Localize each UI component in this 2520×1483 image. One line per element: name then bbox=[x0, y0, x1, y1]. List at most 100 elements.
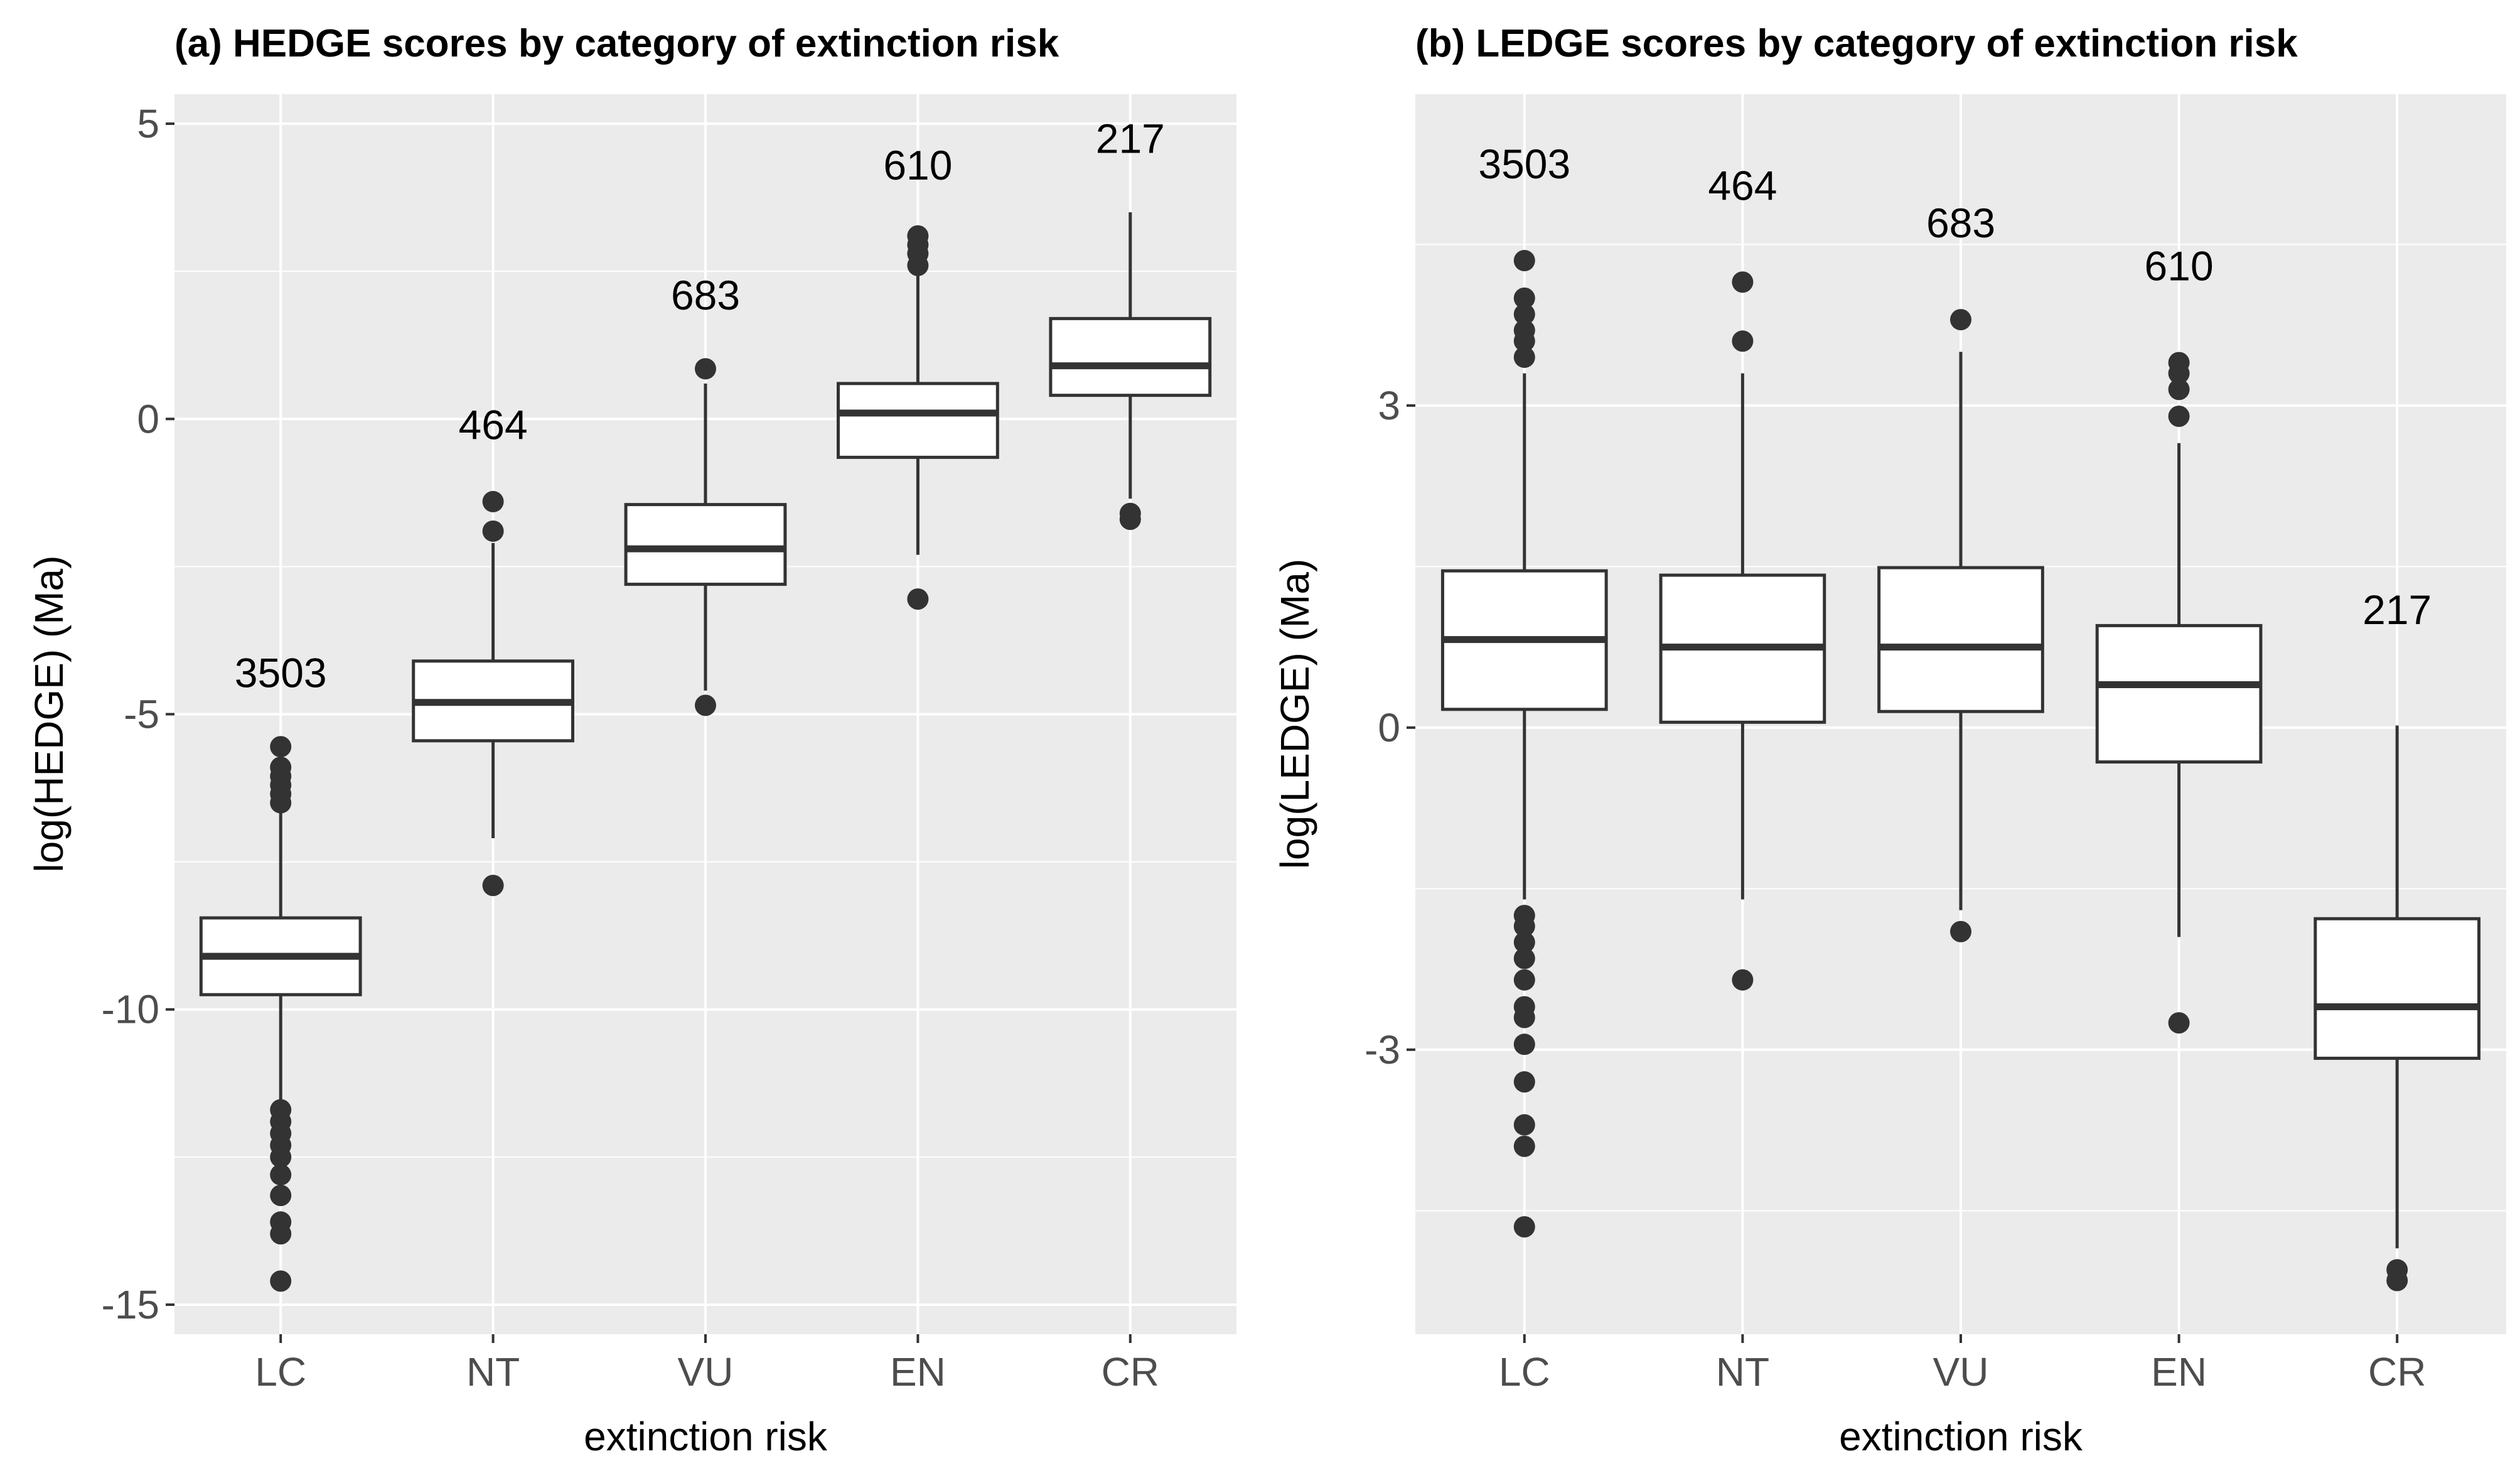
box-lc bbox=[199, 736, 362, 1292]
chart-title: (b) LEDGE scores by category of extincti… bbox=[1415, 22, 2298, 65]
outlier-point bbox=[1513, 1135, 1535, 1157]
outlier-point bbox=[2168, 1012, 2190, 1034]
box-cr bbox=[2314, 725, 2481, 1292]
x-axis-ticks: LC NT VU EN CR bbox=[1499, 1334, 2426, 1394]
count-label: 464 bbox=[1708, 162, 1777, 208]
x-tick-label: VU bbox=[678, 1349, 734, 1394]
x-tick-label: CR bbox=[2368, 1349, 2426, 1394]
count-label: 610 bbox=[883, 142, 952, 188]
interquartile-box bbox=[1877, 566, 2044, 713]
y-tick-label: -3 bbox=[1365, 1027, 1400, 1072]
interquartile-box bbox=[2095, 623, 2263, 764]
count-label: 683 bbox=[1926, 200, 1995, 246]
x-tick-label: EN bbox=[2151, 1349, 2207, 1394]
outlier-point bbox=[270, 1223, 292, 1245]
y-axis-ticks: 3 0 -3 bbox=[1365, 383, 1415, 1072]
outlier-point bbox=[2168, 405, 2190, 427]
y-tick-label: 3 bbox=[1378, 383, 1400, 428]
outlier-point bbox=[482, 875, 504, 897]
x-tick-label: LC bbox=[1499, 1349, 1550, 1394]
outlier-point bbox=[1513, 969, 1535, 991]
box-vu bbox=[624, 358, 787, 716]
x-tick-label: LC bbox=[255, 1349, 306, 1394]
y-tick-label: -5 bbox=[124, 692, 159, 737]
count-label: 464 bbox=[459, 402, 528, 448]
outlier-point bbox=[1950, 309, 1971, 331]
y-tick-label: -15 bbox=[102, 1282, 160, 1327]
interquartile-box bbox=[2314, 917, 2481, 1060]
outlier-point bbox=[1513, 303, 1535, 325]
outlier-point bbox=[270, 1164, 292, 1186]
count-label: 217 bbox=[1096, 116, 1165, 162]
outlier-point bbox=[695, 694, 716, 716]
count-label: 3503 bbox=[1478, 141, 1570, 187]
box-lc bbox=[1440, 250, 1608, 1238]
panel-a-hedge: 3503 464 683 610 217 5 0 -5 -10 -15 LC NT VU EN CR (… bbox=[26, 22, 1236, 1459]
interquartile-box bbox=[624, 503, 787, 586]
outlier-point bbox=[1513, 931, 1535, 953]
outlier-point bbox=[1732, 271, 1754, 293]
outlier-point bbox=[1513, 287, 1535, 309]
count-label: 683 bbox=[671, 272, 740, 318]
boxplots bbox=[1440, 250, 2481, 1292]
outlier-point bbox=[695, 358, 716, 380]
y-tick-label: 0 bbox=[137, 396, 159, 441]
outlier-point bbox=[482, 490, 504, 512]
outlier-point bbox=[907, 225, 929, 247]
outlier-point bbox=[907, 588, 929, 610]
y-tick-label: -10 bbox=[102, 987, 160, 1032]
count-label: 3503 bbox=[235, 650, 327, 696]
x-axis-ticks: LC NT VU EN CR bbox=[255, 1334, 1159, 1394]
interquartile-box bbox=[837, 382, 999, 459]
count-label: 610 bbox=[2145, 243, 2214, 289]
x-axis-label: extinction risk bbox=[584, 1414, 828, 1459]
outlier-point bbox=[270, 1146, 292, 1168]
count-label: 217 bbox=[2362, 586, 2432, 633]
outlier-point bbox=[1513, 1071, 1535, 1093]
outlier-point bbox=[2168, 379, 2190, 401]
box-nt bbox=[412, 490, 575, 897]
boxplots bbox=[199, 212, 1212, 1292]
chart-title: (a) HEDGE scores by category of extincti… bbox=[174, 22, 1059, 65]
interquartile-box bbox=[1049, 316, 1212, 397]
outlier-point bbox=[1513, 346, 1535, 368]
outlier-point bbox=[270, 736, 292, 758]
outlier-point bbox=[1119, 509, 1141, 531]
outlier-point bbox=[1513, 947, 1535, 969]
outlier-point bbox=[1513, 330, 1535, 352]
x-tick-label: NT bbox=[466, 1349, 520, 1394]
outlier-point bbox=[1513, 1033, 1535, 1055]
outlier-point bbox=[1732, 330, 1754, 352]
y-axis-label: log(HEDGE) (Ma) bbox=[26, 556, 72, 873]
x-tick-label: CR bbox=[1102, 1349, 1159, 1394]
outlier-point bbox=[1513, 1216, 1535, 1238]
outlier-point bbox=[2168, 362, 2190, 384]
box-en bbox=[2095, 352, 2263, 1034]
y-tick-label: 5 bbox=[137, 101, 159, 146]
outlier-point bbox=[1513, 915, 1535, 937]
y-axis-ticks: 5 0 -5 -10 -15 bbox=[102, 101, 174, 1327]
box-en bbox=[837, 225, 999, 610]
outlier-point bbox=[482, 520, 504, 542]
outlier-point bbox=[2386, 1270, 2408, 1292]
x-tick-label: EN bbox=[890, 1349, 946, 1394]
x-axis-label: extinction risk bbox=[1839, 1414, 2083, 1459]
outlier-point bbox=[1513, 1006, 1535, 1028]
box-vu bbox=[1877, 309, 2044, 942]
count-labels: 3503 464 683 610 217 bbox=[235, 116, 1165, 696]
outlier-point bbox=[270, 792, 292, 814]
x-tick-label: NT bbox=[1716, 1349, 1769, 1394]
outlier-point bbox=[1732, 969, 1754, 991]
outlier-point bbox=[1513, 1114, 1535, 1136]
outlier-point bbox=[270, 1270, 292, 1292]
y-tick-label: 0 bbox=[1378, 705, 1400, 750]
box-cr bbox=[1049, 212, 1212, 531]
count-labels: 3503 464 683 610 217 bbox=[1478, 141, 2432, 633]
outlier-point bbox=[270, 1184, 292, 1206]
y-axis-label: log(LEDGE) (Ma) bbox=[1272, 559, 1317, 869]
box-nt bbox=[1659, 271, 1826, 991]
x-tick-label: VU bbox=[1933, 1349, 1989, 1394]
outlier-point bbox=[1950, 920, 1971, 942]
outlier-point bbox=[1513, 250, 1535, 272]
